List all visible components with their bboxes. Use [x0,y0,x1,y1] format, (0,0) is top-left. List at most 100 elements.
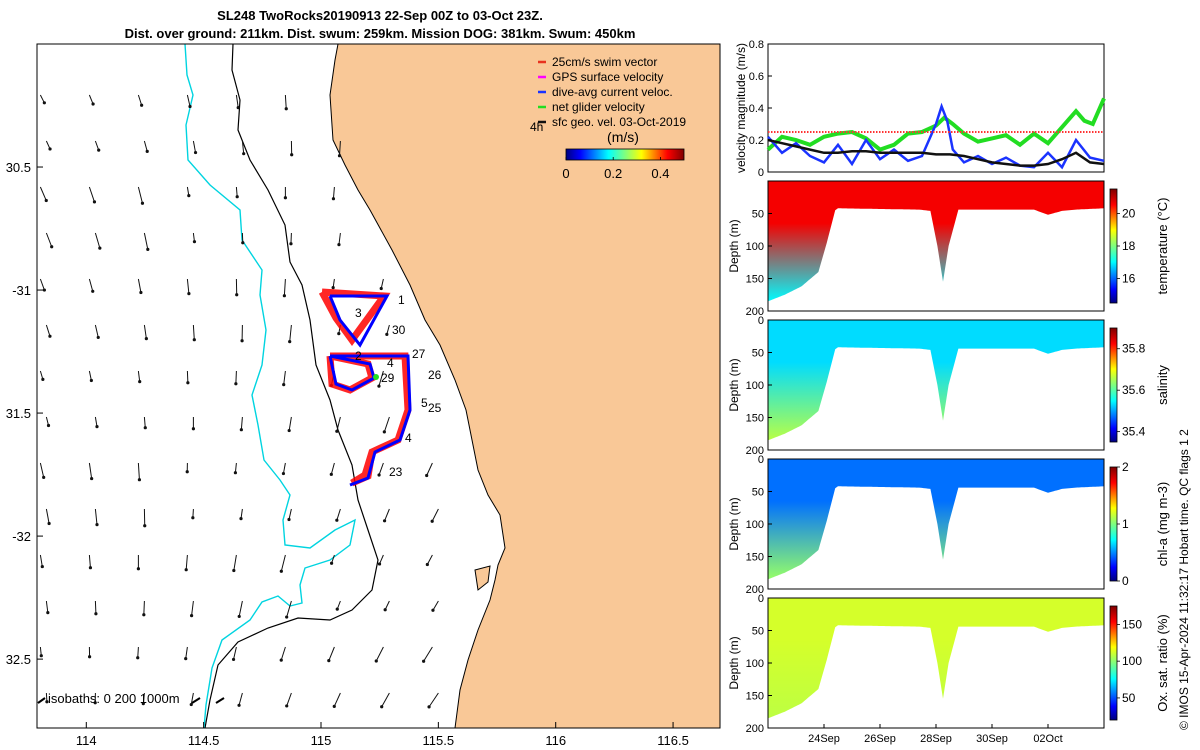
section-ytick-label: 50 [752,348,764,360]
section-panel-3: 0 50 100 150 200 Depth (m) 0 1 2 chl-a (mg m-3) [727,454,1170,596]
section-colorbar [1109,466,1118,582]
velocity-vector [235,370,237,384]
section-ytick-label: 100 [746,519,764,531]
velocity-vector-head [232,568,236,573]
map-ytick-label: -32 [12,529,31,544]
velocity-vector-head [184,568,188,572]
map-y-axis: 30.5 -31 31.5 -32 32.5 [6,160,43,667]
velocity-vector [45,324,51,337]
section-colorbar-tick-label: 35.4 [1122,425,1146,439]
velocity-vector-head [48,147,52,151]
velocity-vector-head [337,331,341,336]
velocity-vector-head [425,562,429,567]
velocity-vector [375,646,384,662]
velocity-vector [428,692,439,708]
velocity-vector [137,94,143,106]
velocity-vector [186,278,190,294]
velocity-vector [137,370,141,382]
velocity-vector [94,600,97,614]
velocity-vector-head [143,426,147,430]
velocity-vector [234,462,237,473]
velocity-vector [137,646,139,658]
velocity-vector [45,600,49,613]
section-ytick-label: 200 [746,584,764,596]
velocity-vector-head [136,567,140,571]
velocity-vector-head [96,335,100,340]
velocity-vector-head [50,245,54,249]
section-colorbar-label: temperature (°C) [1155,198,1170,295]
section-colorbar-tick-label: 150 [1122,617,1142,631]
velocity-vector-head [191,516,195,520]
section-ytick-label: 150 [746,274,764,286]
velocity-vector-head [385,332,389,336]
velocity-vector-head [95,425,99,429]
surface-velocity-vectors [39,94,439,709]
velocity-vector-head [236,106,240,110]
velocity-vector-head [42,475,46,479]
map-xtick-label: 115.5 [423,733,455,748]
map-colorbar-tick-label: 0 [562,166,569,181]
section-ytick-label: 150 [746,552,764,564]
velocity-vector-head [192,338,196,342]
velocity-vector [94,140,100,151]
velocity-vector [94,508,98,525]
velocity-vector-head [39,654,43,658]
track-day-label: 4 [405,431,412,445]
velocity-vector [143,600,145,615]
section-field [768,598,1104,719]
velocity-vector-head [140,201,145,205]
section-panel-1: 50 100 150 200 Depth (m) 16 18 20 temperature (°… [727,180,1170,318]
legend-entry: 25cm/s swim vector [552,55,657,69]
section-ytick-label: 0 [758,315,764,327]
map-ytick-label: 31.5 [6,406,31,421]
velocity-vector-head [189,702,193,707]
velocity-vector [94,416,98,427]
velocity-vector [431,508,439,522]
velocity-vector-head [88,566,93,570]
map-ytick-label: 32.5 [6,652,31,667]
map-ytick-label: 30.5 [6,160,31,175]
velocity-vector-head [44,198,48,203]
map-frame [36,43,721,729]
velocity-vector [88,370,92,381]
map-colorbar-tick-label: 0.2 [604,166,622,181]
velocity-vector-head [186,381,190,385]
figure-subtitle: Dist. over ground: 211km. Dist. swum: 25… [124,26,636,41]
velocity-vector-head [377,384,381,388]
velocity-vector [94,324,99,338]
section-colorbar-tick-label: 20 [1122,206,1136,220]
velocity-vector-head [91,289,95,293]
velocity-vector [332,186,335,199]
velocity-vector-head [187,292,191,296]
velocity-vector-head [374,659,378,663]
velocity-vector [192,140,197,153]
velocity-vector-head [46,611,50,615]
velocity-vector-head [332,704,336,709]
velocity-vector-head [40,564,44,569]
track-day-label: 3 [355,306,362,320]
velocity-vector [280,646,286,661]
section-ytick-label: 100 [746,658,764,670]
velocity-vector [45,508,50,524]
velocity-vector [386,324,390,335]
velocity-vector-head [327,659,331,663]
map-xtick-label: 115 [311,733,332,748]
section-colorbar-label: chl-a (mg m-3) [1155,482,1170,567]
velocity-vector-head [193,150,198,155]
velocity-vector [238,692,243,706]
velocity-vector [191,600,194,616]
map-xtick-label: 116 [545,733,566,748]
velocity-vector-head [335,607,339,611]
velocity-vector [192,324,195,340]
section-ytick-label: 50 [752,487,764,499]
legend-entry: sfc geo. vel. 03-Oct-2019 [552,115,686,129]
map-colorbar [565,148,685,161]
velocity-vector [378,370,384,387]
velocity-panel: 0 0.2 0.4 0.6 0.8 velocity magnitude (m/s) [734,39,1106,179]
velocity-vector-head [279,569,283,573]
velocity-vector [39,554,43,567]
velocity-vector-head [287,517,291,522]
section-ytick-label: 150 [746,413,764,425]
